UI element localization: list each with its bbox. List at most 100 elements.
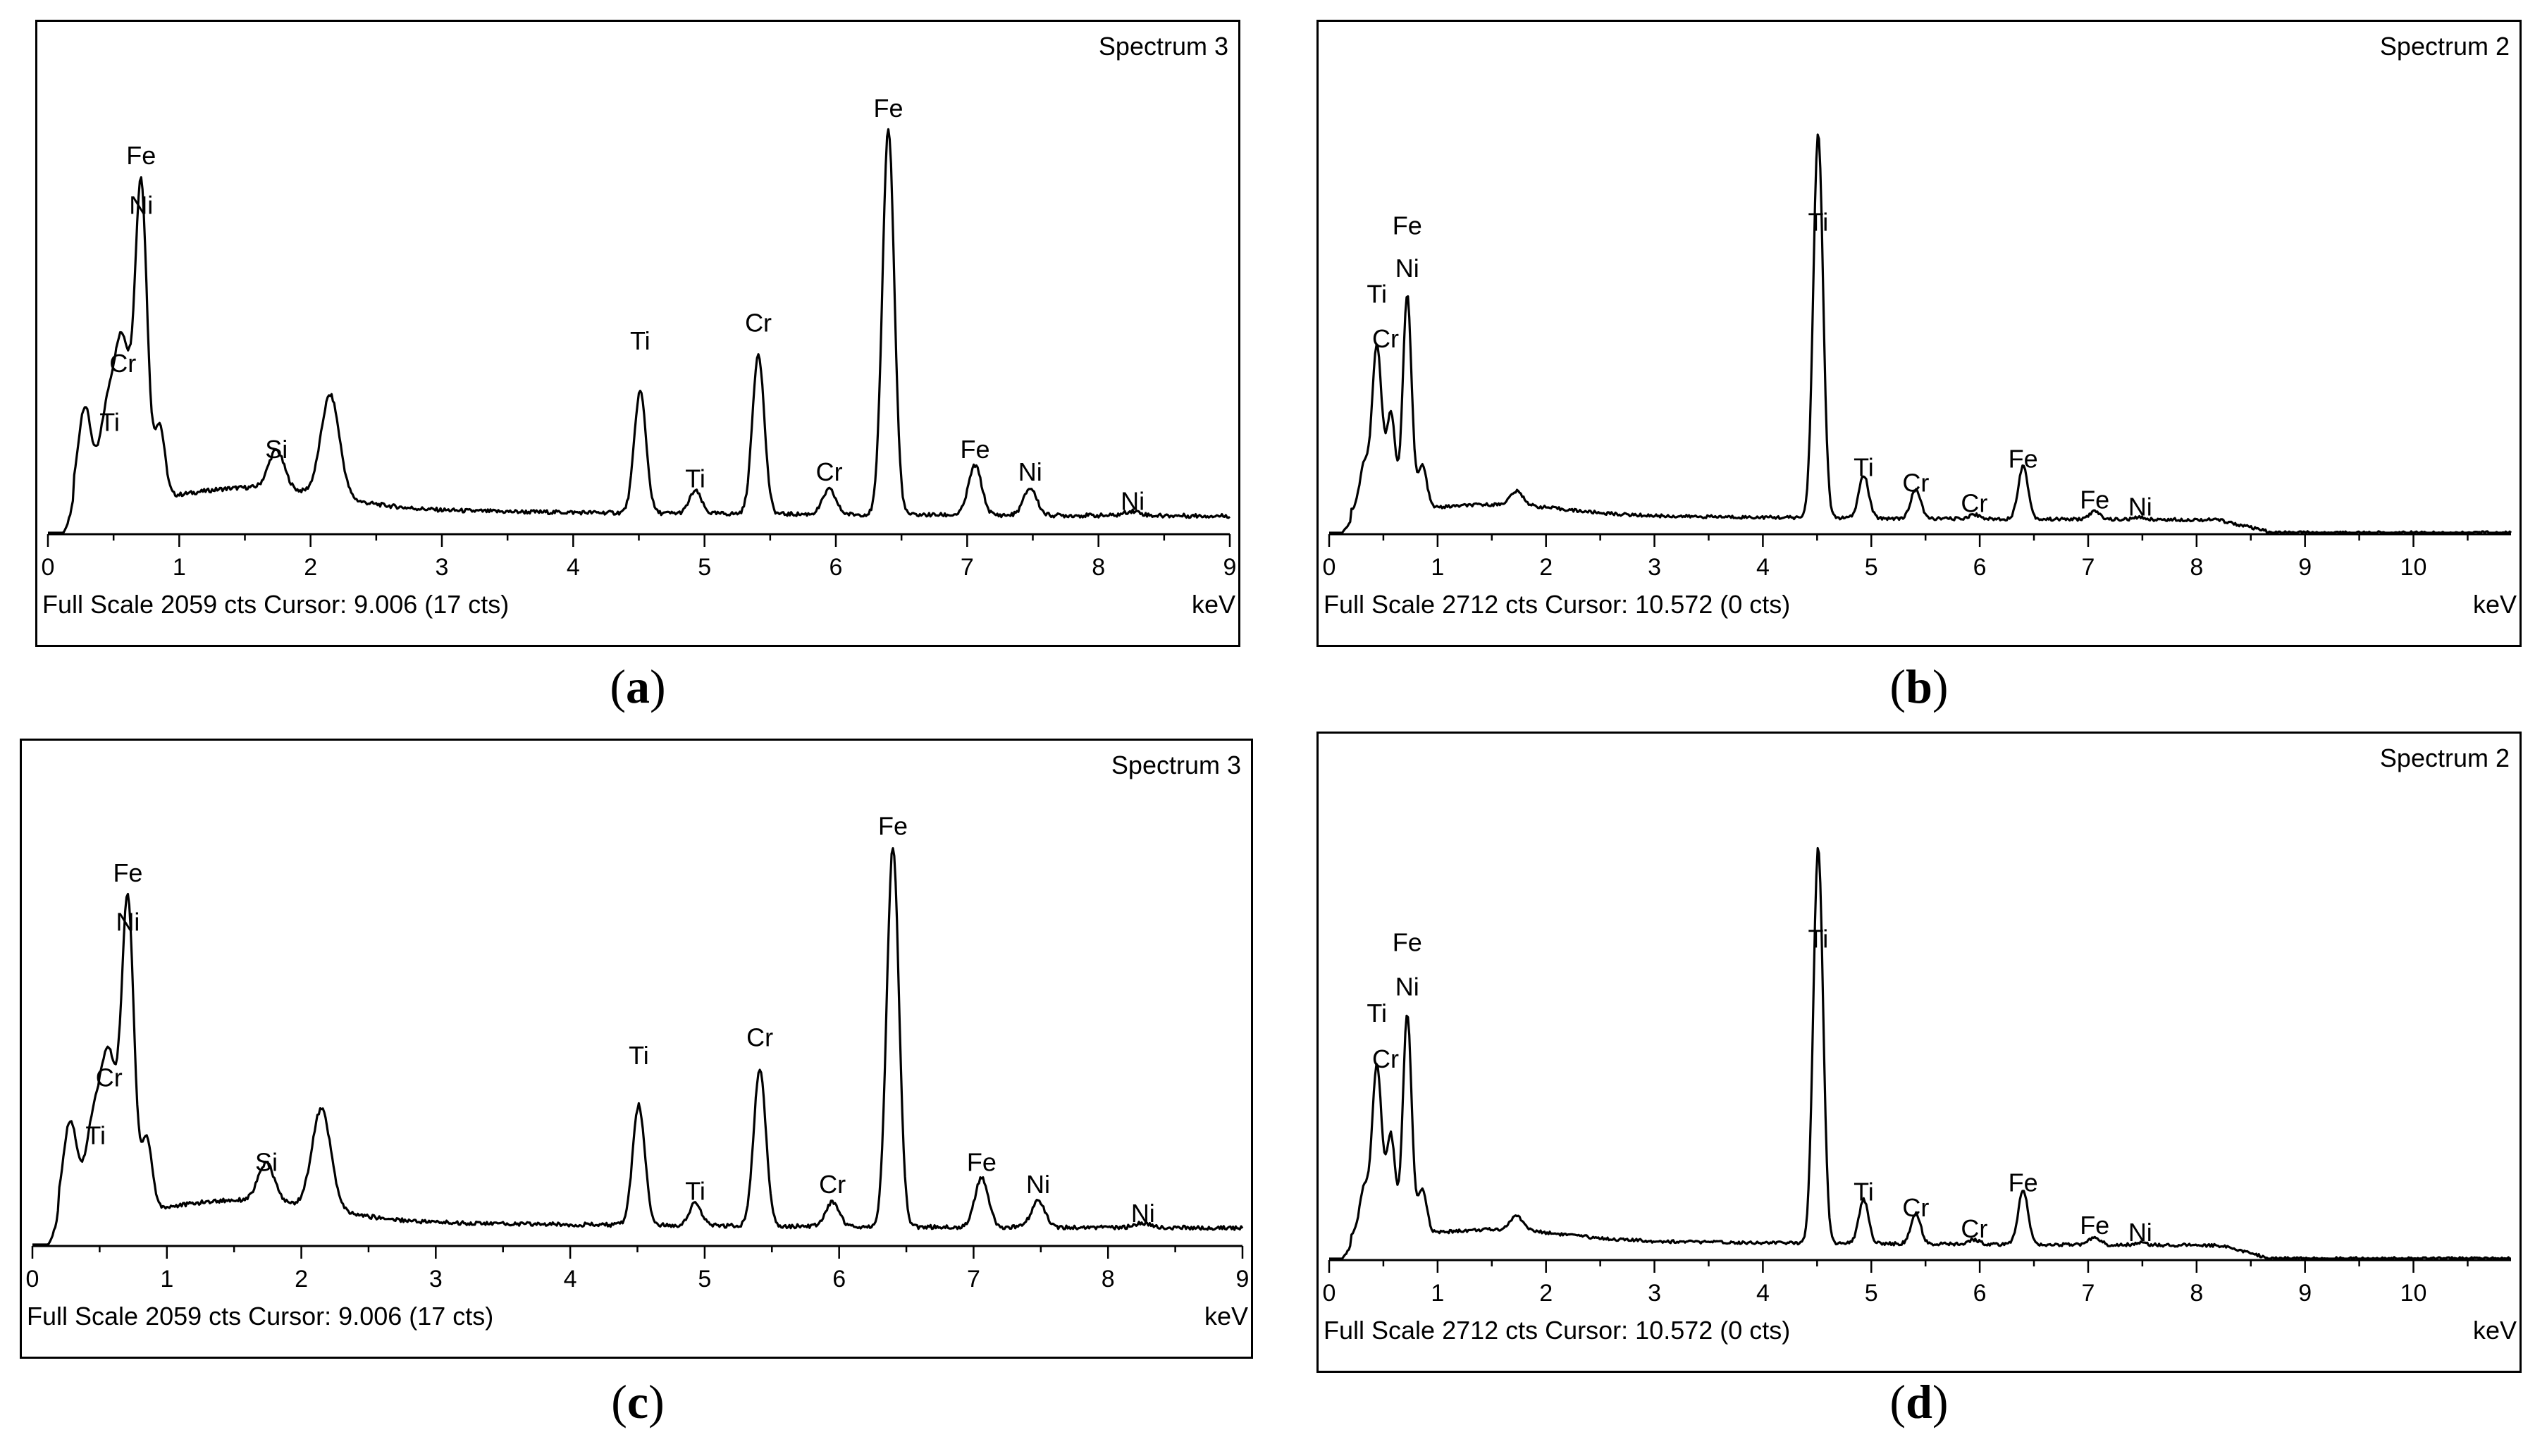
peak-label: Fe — [961, 435, 990, 464]
peak-label: Cr — [96, 1063, 123, 1092]
x-tick-label: 7 — [967, 1266, 980, 1292]
spectrum-trace — [32, 847, 1244, 1246]
panel-frame — [20, 739, 1253, 1359]
spectrum-chart-a: Spectrum 3 0 1 2 3 4 5 6 7 8 9 Fe Ni Cr Ti Si Ti Ti Cr Cr Fe… — [35, 20, 1240, 647]
x-axis-unit: keV — [2473, 1316, 2517, 1345]
x-tick-label: 8 — [1102, 1266, 1115, 1292]
x-tick-label: 6 — [1973, 1280, 1987, 1307]
spectrum-title: Spectrum 2 — [2380, 744, 2510, 772]
x-tick-label: 3 — [436, 554, 449, 581]
peak-label: Cr — [1372, 324, 1399, 353]
spectrum-title: Spectrum 3 — [1099, 32, 1228, 61]
x-tick-label: 2 — [1539, 1280, 1553, 1307]
x-tick-label: 6 — [832, 1266, 846, 1292]
status-readout: Full Scale 2059 cts Cursor: 9.006 (17 ct… — [42, 590, 509, 619]
x-tick-label: 3 — [1648, 1280, 1661, 1307]
spectrum-trace — [1329, 133, 2512, 534]
x-tick-label: 5 — [1865, 554, 1878, 581]
peak-label: Ti — [1854, 1177, 1874, 1206]
x-tick-label: 6 — [1973, 554, 1987, 581]
x-tick-label: 9 — [2298, 1280, 2312, 1307]
x-tick-label: 9 — [1223, 554, 1237, 581]
x-tick-label: 5 — [698, 554, 711, 581]
x-tick-label: 8 — [2190, 554, 2203, 581]
peak-label: Ti — [1367, 999, 1387, 1028]
peak-label: Fe — [2080, 486, 2109, 514]
peak-label: Cr — [1902, 1193, 1929, 1222]
spectrum-panel-b: Spectrum 2 0 1 2 3 4 5 6 7 8 9 10 Fe Ni Ti Cr Ti Ti Cr Cr Fe… — [1316, 20, 2522, 647]
peak-label: Ti — [630, 326, 650, 355]
x-tick-label: 7 — [961, 554, 974, 581]
peak-label: Cr — [745, 308, 772, 337]
peak-label: Ti — [629, 1041, 649, 1070]
spectrum-trace — [48, 128, 1231, 534]
x-tick-label: 2 — [295, 1266, 308, 1292]
x-tick-label: 4 — [567, 554, 580, 581]
peak-label: Ti — [1808, 925, 1829, 954]
spectrum-title: Spectrum 3 — [1111, 751, 1241, 779]
peak-label: Cr — [816, 457, 843, 486]
peak-label: Ni — [1131, 1199, 1155, 1228]
x-tick-label: 7 — [2082, 554, 2095, 581]
peak-label: Cr — [1961, 489, 1987, 518]
peak-label: Fe — [126, 141, 156, 170]
x-axis-unit: keV — [1192, 590, 1235, 619]
peak-label: Ti — [685, 464, 705, 493]
peak-label: Ti — [99, 407, 120, 436]
x-axis-unit: keV — [2473, 590, 2517, 619]
peak-label: Cr — [1961, 1214, 1987, 1243]
status-readout: Full Scale 2712 cts Cursor: 10.572 (0 ct… — [1324, 590, 1790, 619]
caption-d: (d) — [1889, 1375, 1949, 1429]
caption-c: (c) — [611, 1375, 665, 1429]
x-tick-label: 9 — [1236, 1266, 1250, 1292]
caption-b: (b) — [1889, 660, 1949, 713]
peak-label: Ni — [1395, 254, 1419, 283]
x-tick-label: 3 — [429, 1266, 443, 1292]
x-tick-label: 6 — [829, 554, 843, 581]
peak-label: Fe — [2009, 1168, 2038, 1197]
x-tick-label: 4 — [1756, 1280, 1770, 1307]
peak-label: Fe — [2080, 1211, 2109, 1240]
panel-frame — [1316, 732, 2522, 1373]
peak-label: Cr — [819, 1170, 846, 1199]
x-tick-label: 0 — [26, 1266, 39, 1292]
x-tick-label: 4 — [1756, 554, 1770, 581]
spectrum-chart-d: Spectrum 2 0 1 2 3 4 5 6 7 8 9 10 Fe Ni Ti Cr Ti Ti Cr Cr Fe… — [1316, 732, 2522, 1373]
peak-label: Ni — [116, 907, 140, 936]
peak-label: Fe — [1393, 928, 1422, 957]
status-readout: Full Scale 2712 cts Cursor: 10.572 (0 ct… — [1324, 1316, 1790, 1345]
caption-a: (a) — [610, 660, 666, 713]
x-tick-label: 10 — [2400, 554, 2427, 581]
peak-label: Ti — [1854, 452, 1874, 481]
x-tick-label: 5 — [698, 1266, 711, 1292]
peak-label: Ni — [1018, 457, 1042, 486]
spectrum-trace — [1329, 846, 2511, 1260]
spectrum-panel-a: Spectrum 3 0 1 2 3 4 5 6 7 8 9 Fe Ni Cr Ti Si Ti Ti Cr Cr Fe… — [35, 20, 1240, 647]
x-tick-label: 10 — [2400, 1280, 2427, 1307]
peak-label: Ni — [1026, 1170, 1050, 1199]
peak-label: Fe — [1393, 211, 1422, 240]
peak-label: Cr — [746, 1023, 773, 1052]
x-tick-label: 0 — [1323, 554, 1336, 581]
peak-label: Fe — [113, 858, 142, 887]
peak-label: Fe — [878, 812, 908, 841]
x-tick-label: 7 — [2082, 1280, 2095, 1307]
peak-label: Ni — [1121, 487, 1145, 516]
x-tick-label: 1 — [1431, 1280, 1444, 1307]
x-tick-label: 1 — [173, 554, 186, 581]
x-tick-label: 8 — [2190, 1280, 2203, 1307]
peak-label: Cr — [109, 349, 136, 378]
status-readout: Full Scale 2059 cts Cursor: 9.006 (17 ct… — [27, 1302, 493, 1331]
x-tick-label: 8 — [1092, 554, 1105, 581]
peak-label: Ni — [2128, 492, 2152, 521]
x-tick-label: 1 — [1431, 554, 1444, 581]
spectrum-chart-b: Spectrum 2 0 1 2 3 4 5 6 7 8 9 10 Fe Ni Ti Cr Ti Ti Cr Cr Fe… — [1316, 20, 2522, 647]
peak-label: Ni — [2128, 1218, 2152, 1247]
spectrum-panel-d: Spectrum 2 0 1 2 3 4 5 6 7 8 9 10 Fe Ni Ti Cr Ti Ti Cr Cr Fe… — [1316, 732, 2522, 1373]
peak-label: Fe — [874, 94, 903, 123]
x-tick-label: 1 — [160, 1266, 173, 1292]
peak-label: Ti — [85, 1121, 106, 1149]
peak-label: Ti — [685, 1176, 705, 1205]
peak-label: Ni — [129, 191, 153, 220]
peak-label: Si — [255, 1147, 278, 1176]
